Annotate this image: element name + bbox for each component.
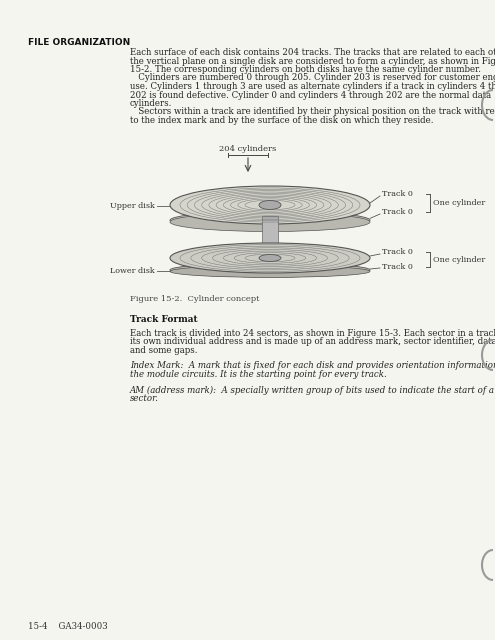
Text: 202 is found defective. Cylinder 0 and cylinders 4 through 202 are the normal da: 202 is found defective. Cylinder 0 and c…: [130, 90, 491, 99]
Text: 15-2. The corresponding cylinders on both disks have the same cylinder number.: 15-2. The corresponding cylinders on bot…: [130, 65, 481, 74]
Text: Cylinders are numbered 0 through 205. Cylinder 203 is reserved for customer engi: Cylinders are numbered 0 through 205. Cy…: [130, 74, 495, 83]
Text: cylinders.: cylinders.: [130, 99, 172, 108]
Ellipse shape: [170, 266, 370, 277]
Text: its own individual address and is made up of an address mark, sector identifier,: its own individual address and is made u…: [130, 337, 495, 346]
Text: One cylinder: One cylinder: [433, 199, 485, 207]
Text: Each track is divided into 24 sectors, as shown in Figure 15-3. Each sector in a: Each track is divided into 24 sectors, a…: [130, 329, 495, 338]
Ellipse shape: [170, 211, 370, 229]
Text: the vertical plane on a single disk are considered to form a cylinder, as shown : the vertical plane on a single disk are …: [130, 56, 495, 65]
Text: Upper disk: Upper disk: [110, 202, 155, 210]
Text: Index Mark:  A mark that is fixed for each disk and provides orientation informa: Index Mark: A mark that is fixed for eac…: [130, 362, 495, 371]
Text: One cylinder: One cylinder: [433, 256, 485, 264]
Ellipse shape: [170, 263, 370, 277]
Text: Track 0: Track 0: [382, 263, 413, 271]
Text: to the index mark and by the surface of the disk on which they reside.: to the index mark and by the surface of …: [130, 116, 434, 125]
Ellipse shape: [259, 255, 281, 262]
Ellipse shape: [170, 212, 370, 232]
Ellipse shape: [170, 243, 370, 273]
Text: and some gaps.: and some gaps.: [130, 346, 198, 355]
Text: Lower disk: Lower disk: [110, 267, 155, 275]
Text: AM (address mark):  A specially written group of bits used to indicate the start: AM (address mark): A specially written g…: [130, 385, 495, 395]
Ellipse shape: [259, 200, 281, 209]
Text: Track 0: Track 0: [382, 190, 413, 198]
Text: 15-4    GA34-0003: 15-4 GA34-0003: [28, 622, 107, 631]
Text: Track Format: Track Format: [130, 315, 198, 324]
Ellipse shape: [170, 186, 370, 224]
Text: sector.: sector.: [130, 394, 159, 403]
Bar: [262, 216, 278, 252]
Text: use. Cylinders 1 through 3 are used as alternate cylinders if a track in cylinde: use. Cylinders 1 through 3 are used as a…: [130, 82, 495, 91]
Text: 204 cylinders: 204 cylinders: [219, 145, 277, 153]
Text: Figure 15-2.  Cylinder concept: Figure 15-2. Cylinder concept: [130, 295, 259, 303]
Text: Track 0: Track 0: [382, 208, 413, 216]
Text: Sectors within a track are identified by their physical position on the track wi: Sectors within a track are identified by…: [130, 108, 495, 116]
Text: Track 0: Track 0: [382, 248, 413, 256]
Text: FILE ORGANIZATION: FILE ORGANIZATION: [28, 38, 130, 47]
Text: Each surface of each disk contains 204 tracks. The tracks that are related to ea: Each surface of each disk contains 204 t…: [130, 48, 495, 57]
Text: the module circuits. It is the starting point for every track.: the module circuits. It is the starting …: [130, 370, 387, 379]
